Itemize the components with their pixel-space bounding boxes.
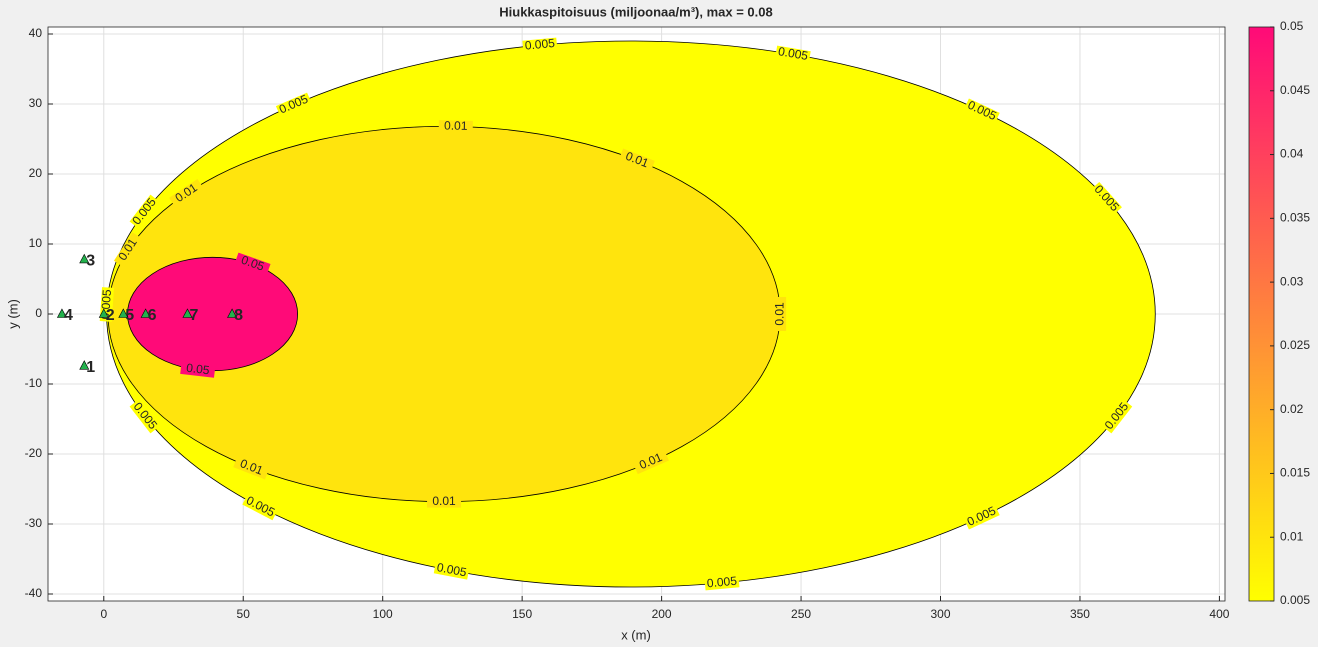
- contour-label-bg: [438, 120, 473, 133]
- contour-label-bg: [774, 297, 787, 331]
- x-tick-label: 300: [930, 607, 950, 621]
- source-label: 4: [64, 307, 73, 324]
- contour-label: 0.005: [706, 574, 738, 591]
- contour-label-bg: [169, 179, 205, 208]
- colorbar-tick-label: 0.035: [1280, 211, 1310, 225]
- colorbar-tick-label: 0.015: [1280, 466, 1310, 480]
- y-tick-label: 10: [29, 236, 43, 250]
- contour-label-group: 0.05: [180, 361, 216, 378]
- contour-label-bg: [113, 232, 143, 268]
- source-marker: [118, 308, 129, 318]
- source-label: 3: [86, 253, 95, 270]
- colorbar-tick-label: 0.025: [1280, 338, 1310, 352]
- contour-label-bg: [963, 504, 1000, 530]
- contour-label: 0.01: [772, 302, 786, 326]
- source-marker: [56, 308, 67, 318]
- x-tick-label: 400: [1209, 607, 1229, 621]
- x-tick-label: 250: [791, 607, 811, 621]
- y-tick-label: 40: [29, 26, 43, 40]
- contours: 0.005 0.0050.0050.0050.0050.0050.0050.005…: [98, 36, 1156, 591]
- y-tick-label: -40: [25, 586, 43, 600]
- contour-label-bg: [704, 575, 740, 591]
- source-label: 5: [125, 307, 134, 324]
- y-axis-label: y (m): [5, 299, 20, 329]
- contour-label: 0.005: [436, 560, 468, 579]
- y-tick-label: 30: [29, 96, 43, 110]
- source-marker: [140, 308, 151, 318]
- contour-label-bg: [427, 495, 462, 508]
- colorbar-tick-label: 0.05: [1280, 19, 1304, 33]
- contour-label-bg: [180, 361, 216, 378]
- x-tick-label: 350: [1070, 607, 1090, 621]
- contour-label-bg: [129, 194, 160, 229]
- contour-label: 0.05: [185, 361, 210, 378]
- contour-label: 0.005: [524, 36, 556, 53]
- source-marker: [98, 308, 109, 318]
- contour-label: 0.005: [777, 44, 809, 63]
- source-marker: [79, 360, 90, 370]
- contour-label: 0.01: [432, 494, 456, 508]
- contour-label-bg: [234, 252, 271, 276]
- colorbar-tick-label: 0.005: [1280, 593, 1310, 607]
- contour-label-bg: [632, 449, 669, 475]
- contour-label-group: 0.005: [522, 36, 558, 53]
- x-tick-label: 50: [237, 607, 251, 621]
- contour-label: 0.01: [444, 118, 468, 132]
- contour-label-bg: [618, 148, 655, 173]
- colorbar-tick-label: 0.02: [1280, 402, 1304, 416]
- contour-label-bg: [1090, 181, 1122, 216]
- y-tick-label: -30: [25, 516, 43, 530]
- contour-label-bg: [275, 92, 312, 118]
- chart-title: Hiukkaspitoisuus (miljoonaa/m³), max = 0…: [499, 4, 772, 19]
- source-marker: [79, 253, 90, 264]
- source-marker: [227, 308, 238, 318]
- contour-label-bg: [775, 45, 811, 64]
- contour-label-group: 0.01: [772, 297, 786, 331]
- contour-label-group: 0.005: [704, 574, 740, 591]
- y-tick-label: -20: [25, 446, 43, 460]
- source-label: 1: [86, 359, 95, 376]
- contour-label-bg: [242, 493, 278, 521]
- x-tick-label: 100: [373, 607, 393, 621]
- colorbar-tick-label: 0.04: [1280, 147, 1304, 161]
- contour-label-bg: [433, 561, 470, 580]
- contour-label-bg: [1101, 399, 1133, 434]
- contour-label-bg: [129, 399, 160, 434]
- x-tick-label: 0: [100, 607, 107, 621]
- y-tick-label: 20: [29, 166, 43, 180]
- source-label: 8: [234, 307, 243, 324]
- x-tick-label: 200: [652, 607, 672, 621]
- contour-label-group: 0.005: [433, 560, 470, 580]
- y-tick-label: -10: [25, 376, 43, 390]
- contour-label-bg: [963, 98, 1000, 124]
- y-tick-label: 0: [35, 306, 42, 320]
- colorbar-tick-label: 0.045: [1280, 83, 1310, 97]
- contour-label-group: 0.01: [438, 118, 473, 133]
- contour-label-bg: [522, 37, 558, 53]
- contour-label-bg: [233, 455, 270, 480]
- contour-label-group: 0.01: [427, 494, 462, 508]
- source-label: 6: [148, 307, 157, 324]
- x-axis-label: x (m): [621, 627, 651, 642]
- colorbar-tick-label: 0.01: [1280, 529, 1304, 543]
- plot-border: [47, 26, 1226, 602]
- colorbar: [1248, 26, 1275, 602]
- contour-label-group: 0.01: [169, 179, 205, 208]
- contour-label-group: 0.005: [775, 44, 811, 64]
- colorbar-tick-label: 0.03: [1280, 274, 1304, 288]
- x-tick-label: 150: [512, 607, 532, 621]
- source-label: 2: [106, 307, 115, 324]
- source-marker: [182, 308, 193, 318]
- source-label: 7: [189, 307, 198, 324]
